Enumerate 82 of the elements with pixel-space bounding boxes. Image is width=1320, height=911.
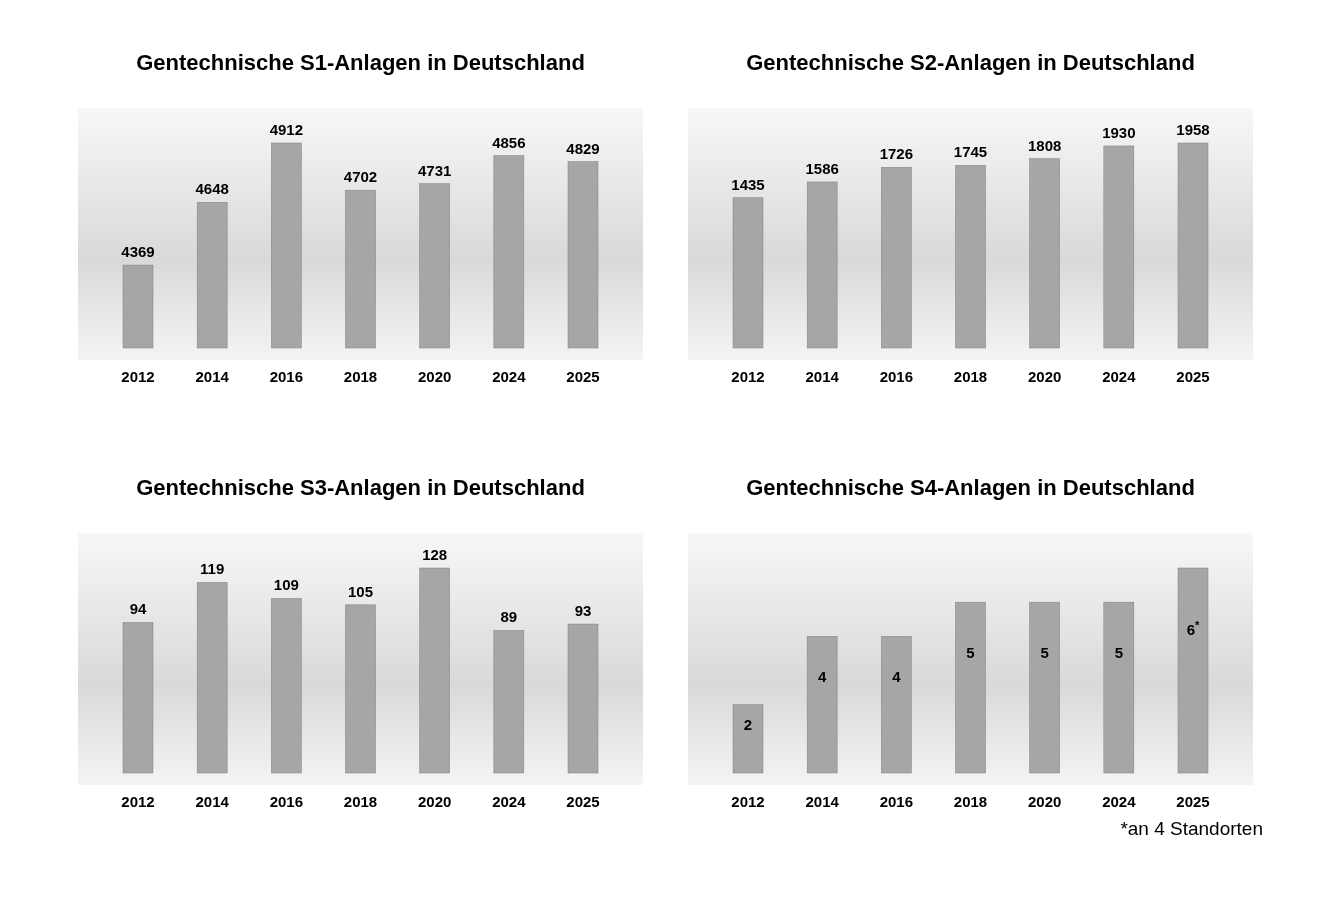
data-label: 5 — [1114, 644, 1124, 662]
bar — [567, 623, 599, 774]
x-tick-label: 2025 — [566, 793, 600, 810]
data-label: 128 — [422, 546, 448, 563]
data-label: 1745 — [953, 143, 988, 161]
x-tick-label: 2014 — [805, 368, 840, 385]
data-label: 4829 — [566, 139, 600, 157]
data-label: 4731 — [417, 161, 452, 179]
x-tick-label: 2018 — [953, 368, 988, 385]
data-label: 1726 — [879, 145, 914, 163]
bar — [1177, 142, 1209, 349]
data-label: 4 — [892, 668, 902, 686]
x-tick-label: 2012 — [121, 793, 155, 810]
x-tick-label: 2014 — [195, 368, 230, 385]
data-label: 4648 — [195, 180, 229, 198]
bar — [881, 167, 912, 349]
bar — [881, 636, 912, 774]
data-label: 5 — [1040, 644, 1049, 662]
x-tick-label: 2025 — [1176, 793, 1210, 810]
bar — [493, 630, 525, 774]
bar — [1177, 567, 1209, 774]
x-tick-label: 2020 — [1027, 793, 1062, 810]
x-tick-label: 2018 — [343, 793, 378, 810]
bar — [732, 197, 764, 349]
data-label: 4912 — [269, 121, 304, 138]
x-tick-label: 2025 — [566, 368, 600, 385]
x-tick-label: 2024 — [1102, 793, 1137, 810]
data-label: 4702 — [343, 168, 378, 186]
x-tick-label: 2024 — [492, 793, 527, 810]
bar — [419, 567, 450, 774]
bar — [1029, 158, 1060, 349]
data-label: 94 — [129, 600, 147, 618]
data-label: 93 — [574, 602, 592, 620]
data-label: 1435 — [731, 175, 765, 193]
data-label: 1930 — [1102, 123, 1136, 141]
chart-title: Gentechnische S4-Anlagen in Deutschland — [746, 475, 1195, 500]
data-label: 109 — [273, 576, 299, 594]
data-label: 2 — [743, 716, 753, 734]
bar — [1029, 601, 1060, 774]
text: *an 4 Standorten — [1120, 818, 1263, 839]
bar — [1103, 601, 1135, 774]
data-label: 5 — [966, 644, 975, 662]
x-tick-label: 2012 — [731, 368, 765, 385]
x-tick-label: 2014 — [195, 793, 230, 810]
bar — [955, 601, 986, 774]
data-label: 4369 — [121, 243, 155, 261]
data-label: 4856 — [492, 133, 526, 151]
x-tick-label: 2024 — [492, 368, 527, 385]
data-label: 119 — [200, 560, 225, 578]
bar — [732, 704, 764, 774]
bar — [122, 622, 154, 774]
data-label: 1958 — [1176, 121, 1210, 138]
x-tick-label: 2012 — [121, 368, 155, 385]
data-label: 1586 — [805, 159, 839, 177]
bar — [271, 598, 302, 774]
x-tick-label: 2024 — [1102, 368, 1137, 385]
x-tick-label: 2014 — [805, 793, 840, 810]
bar — [806, 181, 838, 349]
data-label: 1808 — [1027, 136, 1062, 154]
x-tick-label: 2025 — [1176, 368, 1210, 385]
bar — [806, 636, 838, 774]
bar — [955, 165, 986, 349]
x-tick-label: 2018 — [343, 368, 378, 385]
x-tick-label: 2016 — [879, 368, 914, 385]
x-tick-label: 2020 — [417, 368, 452, 385]
bar — [345, 604, 376, 774]
data-label: 105 — [347, 582, 374, 600]
data-label: 89 — [500, 608, 518, 626]
x-tick-label: 2016 — [269, 793, 304, 810]
x-tick-label: 2012 — [731, 793, 765, 810]
chart-title: Gentechnische S2-Anlagen in Deutschland — [746, 50, 1195, 75]
bar — [1103, 145, 1135, 349]
data-label: 6$^{*}$ — [1186, 618, 1200, 638]
x-tick-label: 2016 — [879, 793, 914, 810]
chart-title: Gentechnische S3-Anlagen in Deutschland — [136, 475, 585, 500]
x-tick-label: 2020 — [417, 793, 452, 810]
bar — [196, 582, 228, 774]
chart-title: Gentechnische S1-Anlagen in Deutschland — [136, 50, 585, 75]
data-label: 4 — [817, 668, 827, 686]
x-tick-label: 2016 — [269, 368, 304, 385]
x-tick-label: 2018 — [953, 793, 988, 810]
x-tick-label: 2020 — [1027, 368, 1062, 385]
